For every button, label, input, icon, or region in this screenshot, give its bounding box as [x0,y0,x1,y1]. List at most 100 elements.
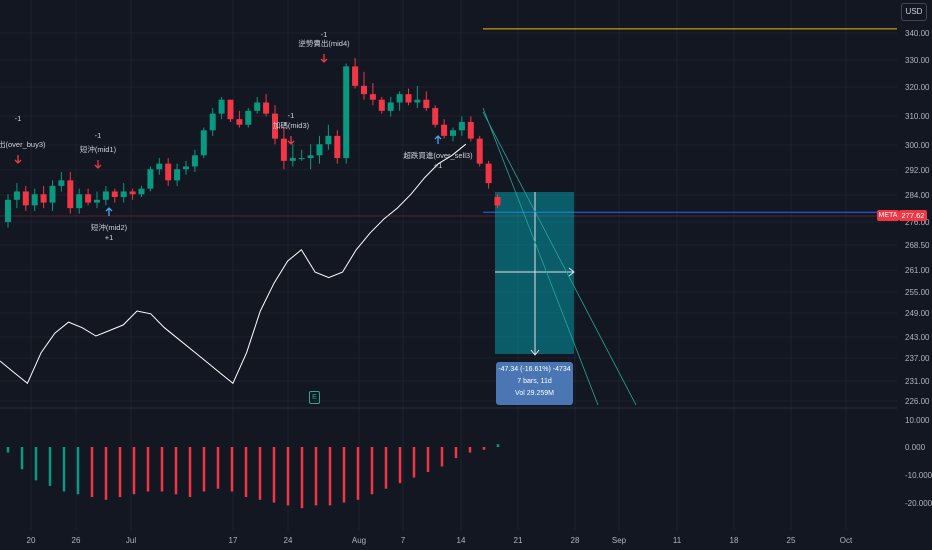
price-tick-label: 237.00 [905,354,930,363]
time-tick-label: 17 [229,536,238,545]
buy-arrow-icon [434,135,442,144]
candle-body [200,130,207,156]
price-tick-label: 300.00 [905,141,930,150]
candle-body [102,191,109,200]
candle-body [209,113,216,131]
oscillator-tick-label: -20.000 [905,499,932,508]
candle-body [378,99,385,111]
time-axis: 20 26 Jul 17 24 Aug 7 14 21 28 Sep 11 18 25 Oct [27,536,853,545]
signal-count: -1 [321,30,328,39]
price-tick-label: 268.50 [905,241,930,250]
signal-count: +1 [105,233,114,242]
measure-zone [482,107,637,406]
candle-body [5,199,11,223]
price-tick-label: 340.00 [905,29,930,38]
time-tick-label: 20 [27,536,36,545]
candle-body [298,158,305,160]
last-price-tag: 277.62 [899,210,927,221]
measure-volume: Vol 29.259M [515,390,554,397]
price-tick-label: 330.00 [905,56,930,65]
candle-body [76,194,83,209]
candle-body [58,180,65,186]
signal-label: 逆勢賣出(mid4) [298,38,350,48]
price-tick-label: 292.00 [905,166,930,175]
candle-body [476,138,483,164]
signal-label: 短沖(mid1) [80,144,117,154]
trend-line [482,107,599,406]
candle-body [120,191,127,198]
price-tick-label: 249.00 [905,309,930,318]
candle-body [458,121,465,131]
candle-body [147,169,154,189]
price-tick-label: 276.00 [905,218,930,227]
candle-body [405,94,412,103]
candle-body [369,94,376,100]
time-tick-label: 18 [730,536,739,545]
signal-label: 超跌買進(over_sell3) [403,150,473,160]
sell-arrow-icon [94,160,102,169]
histogram [6,444,500,509]
candle-body [138,188,145,195]
candle-body [467,121,474,139]
time-tick-label: Aug [352,536,366,545]
candle-body [387,102,394,111]
signal-count: +1 [434,161,443,170]
candle-body [236,119,243,125]
price-tick-label: 226.00 [905,397,930,406]
candle-body [245,110,252,125]
time-tick-label: 25 [787,536,796,545]
oscillator-line [0,143,467,385]
price-tick-label: 261.00 [905,266,930,275]
candle-body [31,194,38,206]
candle-body [22,191,29,206]
candle-body [414,99,421,103]
candle-body [485,163,492,184]
candle-body [156,163,163,170]
sell-arrow-icon [287,136,295,145]
candle-body [85,194,92,203]
time-tick-label: Sep [612,536,627,545]
candle-body [450,130,456,136]
candle-body [111,191,118,198]
candle-body [423,99,430,109]
currency-button[interactable]: USD [901,3,927,21]
oscillator-tick-label: 0.000 [905,443,926,452]
candle-body [227,99,234,120]
price-tick-label: 243.00 [905,333,930,342]
sell-arrow-icon [320,54,328,63]
candle-body [94,199,100,203]
candle-body [174,169,181,181]
indicator-line [0,143,467,385]
buy-arrow-icon [105,207,113,216]
earnings-icon[interactable]: E [309,391,320,404]
time-tick-label: 24 [284,536,293,545]
price-tick-label: 255.00 [905,288,930,297]
candle-body [343,66,350,159]
candle-body [334,135,341,159]
candle-body [67,180,74,209]
trend-line [482,111,637,406]
time-tick-label: Oct [840,536,853,545]
signal-count: -1 [95,131,102,140]
signal-label: 加碼(mid3) [273,120,310,130]
candle-body [280,138,287,161]
signal-label: 賣出(over_buy3) [0,139,46,149]
oscillator-axis: 10.000 0.000 -10.000 -20.000 [905,416,932,508]
candle-body [272,113,278,139]
candle-body [441,124,448,136]
measure-bars: 7 bars, 11d [517,378,552,385]
candle-body [289,158,296,161]
candle-body [191,155,198,167]
time-tick-label: 14 [457,536,466,545]
time-tick-label: 21 [514,536,523,545]
candle-body [396,94,403,103]
candle-body [13,191,20,200]
candle-body [316,144,323,156]
candle-body [218,99,225,114]
candle-body [352,66,359,86]
price-tick-label: 320.00 [905,83,930,92]
time-tick-label: 7 [401,536,406,545]
price-tick-label: 231.00 [905,377,930,386]
candle-body [432,108,439,125]
